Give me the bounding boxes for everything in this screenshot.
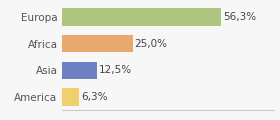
Bar xyxy=(62,88,80,106)
Bar xyxy=(62,8,221,26)
Text: 56,3%: 56,3% xyxy=(223,12,256,22)
Text: 25,0%: 25,0% xyxy=(134,39,167,49)
Text: 6,3%: 6,3% xyxy=(81,92,108,102)
Text: 12,5%: 12,5% xyxy=(99,65,132,75)
Bar xyxy=(62,62,97,79)
Bar xyxy=(62,35,132,52)
